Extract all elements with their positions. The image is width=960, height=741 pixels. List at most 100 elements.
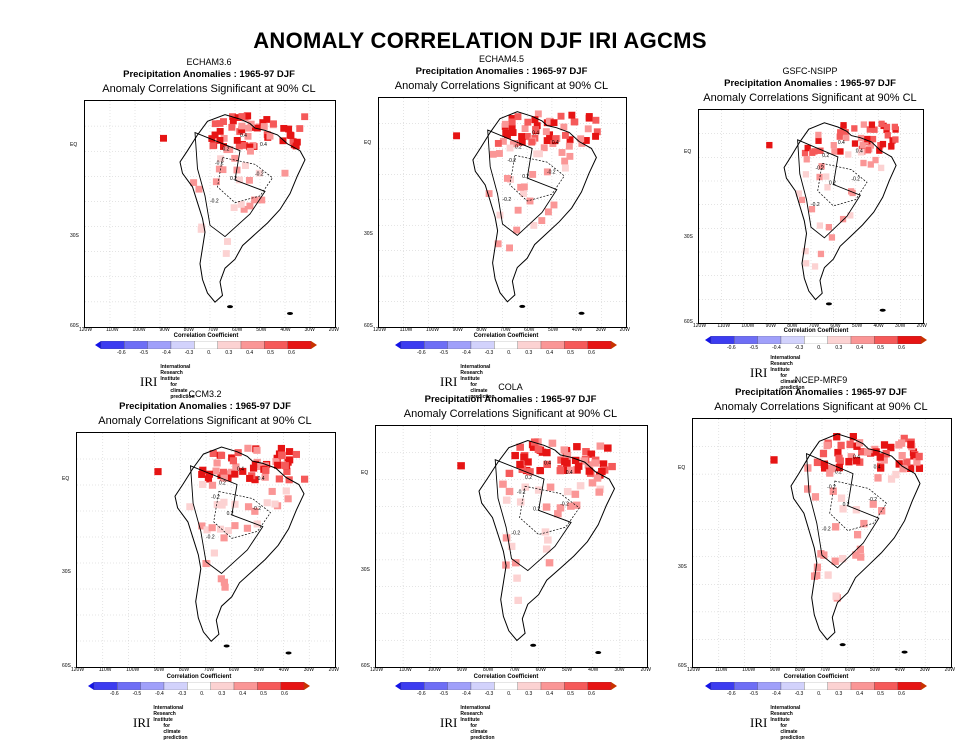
- correlation-cell: [802, 260, 810, 267]
- correlation-cell: [511, 451, 519, 460]
- panel-model-name: CCM3.2: [188, 389, 222, 399]
- correlation-cell: [526, 197, 534, 205]
- correlation-cell: [518, 133, 526, 140]
- correlation-cell: [246, 147, 254, 155]
- correlation-cell: [813, 563, 822, 572]
- iri-name: International Research Institute for clim…: [160, 364, 194, 400]
- correlation-cell: [277, 444, 286, 452]
- colorbar-arrow: [921, 336, 927, 344]
- correlation-cell: [203, 526, 211, 534]
- iri-name: International Research Institute for clim…: [770, 355, 804, 391]
- correlation-map: 0.4 0.2 -0.2 0.2 -0.2 0.4 -0.2: [378, 97, 627, 328]
- lon-label: 110W: [98, 667, 112, 673]
- correlation-cell: [534, 445, 543, 453]
- correlation-cell: [876, 147, 883, 154]
- lat-label: EQ: [364, 139, 372, 146]
- contour-label: -0.2: [811, 202, 820, 208]
- colorbar-tick: -0.3: [794, 691, 804, 697]
- correlation-map: 0.4 0.2 -0.2 0.2 -0.2 0.4 -0.2: [76, 432, 336, 668]
- correlation-cell: [593, 474, 602, 482]
- colorbar-tick: 0.6: [898, 691, 905, 697]
- correlation-cell: [554, 510, 562, 518]
- correlation-cell: [245, 176, 253, 184]
- colorbar-swatch: [734, 336, 758, 344]
- correlation-cell: [860, 159, 867, 167]
- contour-label: 0.2: [515, 144, 522, 150]
- colorbar: [395, 341, 617, 349]
- correlation-cell: [211, 131, 219, 139]
- correlation-map: 0.4 0.2 -0.2 0.2 -0.2 0.4 -0.2: [692, 418, 952, 668]
- correlation-cell: [572, 501, 581, 509]
- lon-label: 90W: [769, 667, 781, 673]
- lat-label: 60S: [364, 323, 373, 329]
- correlation-contour: [817, 162, 868, 207]
- lon-labels: 120W 110W 100W 90W 80W 70W 60W 50W 40W 30W 20W: [693, 323, 927, 329]
- iri-line1: International Research Institute: [460, 364, 491, 382]
- colorbar-tick: 0.6: [588, 691, 595, 697]
- colorbar-tick: 0.4: [546, 350, 554, 356]
- iri-name: International Research Institute for clim…: [460, 364, 494, 400]
- lon-label: 100W: [742, 667, 756, 673]
- contour-label: 0.4: [544, 461, 551, 467]
- correlation-cell: [289, 137, 297, 145]
- lon-label: 60W: [232, 327, 243, 333]
- correlation-cell: [824, 184, 831, 191]
- correlation-cell: [211, 120, 219, 128]
- correlation-cell: [823, 173, 830, 180]
- correlation-cell: [813, 458, 822, 467]
- contour-label: 0.2: [223, 147, 230, 153]
- colorbar-tick: -0.6: [417, 350, 426, 356]
- iri-logo-block: IRI International Research Institute for c…: [140, 364, 195, 400]
- colorbar-swatch: [447, 682, 472, 690]
- colorbar-tick: 0.6: [281, 691, 288, 697]
- lon-label: 20W: [944, 667, 955, 673]
- correlation-cell: [509, 140, 517, 148]
- correlation-cell: [231, 470, 239, 478]
- correlation-map: 0.4 0.2 -0.2 0.2 -0.2 0.4 -0.2: [375, 425, 648, 668]
- colorbar-tick: 0.3: [225, 350, 233, 356]
- lon-label: 80W: [483, 667, 494, 673]
- correlation-cell: [595, 488, 604, 496]
- correlation-cell: [907, 440, 915, 449]
- correlation-cell: [508, 118, 516, 126]
- correlation-cell: [244, 132, 252, 140]
- lon-label: 80W: [794, 667, 806, 673]
- colorbar: [705, 682, 927, 690]
- correlation-cell: [556, 504, 565, 512]
- correlation-cell: [542, 128, 550, 136]
- correlation-cell: [208, 481, 217, 489]
- correlation-cell: [293, 138, 301, 146]
- correlation-cell: [231, 500, 239, 508]
- colorbar-tick: 0.5: [267, 350, 275, 356]
- correlation-cell: [235, 176, 243, 184]
- colorbar-title: Correlation Coefficient: [166, 674, 232, 680]
- contour-label: 0.4: [566, 470, 573, 476]
- lon-label: 70W: [203, 667, 215, 673]
- correlation-cell: [561, 131, 569, 139]
- correlation-cell: [543, 449, 551, 457]
- lon-label: 110W: [399, 667, 412, 673]
- colorbar-tick: -0.3: [484, 350, 494, 356]
- correlation-cell: [209, 449, 217, 457]
- correlation-cell: [238, 122, 246, 130]
- correlation-map: 0.4 0.2 -0.2 0.2 -0.2 0.4 -0.2: [698, 109, 924, 324]
- correlation-cell: [499, 480, 507, 488]
- correlation-cell: [219, 468, 228, 476]
- correlation-cell: [560, 446, 569, 454]
- correlation-cell: [507, 542, 516, 550]
- correlation-cell: [836, 133, 843, 140]
- correlation-cell: [884, 132, 891, 139]
- colorbar: [705, 336, 927, 344]
- lon-label: 100W: [425, 327, 439, 333]
- correlation-cell: [608, 462, 616, 471]
- colorbar-arrow: [304, 682, 310, 690]
- correlation-cell: [278, 451, 286, 459]
- correlation-contour: [194, 131, 266, 238]
- correlation-contour: [519, 485, 580, 535]
- correlation-cell: [561, 164, 569, 172]
- correlation-cell: [199, 466, 207, 474]
- colorbar-title: Correlation Coefficient: [473, 333, 539, 339]
- correlation-cell: [809, 149, 816, 156]
- correlation-cell: [561, 157, 569, 165]
- lon-label: 90W: [456, 667, 468, 673]
